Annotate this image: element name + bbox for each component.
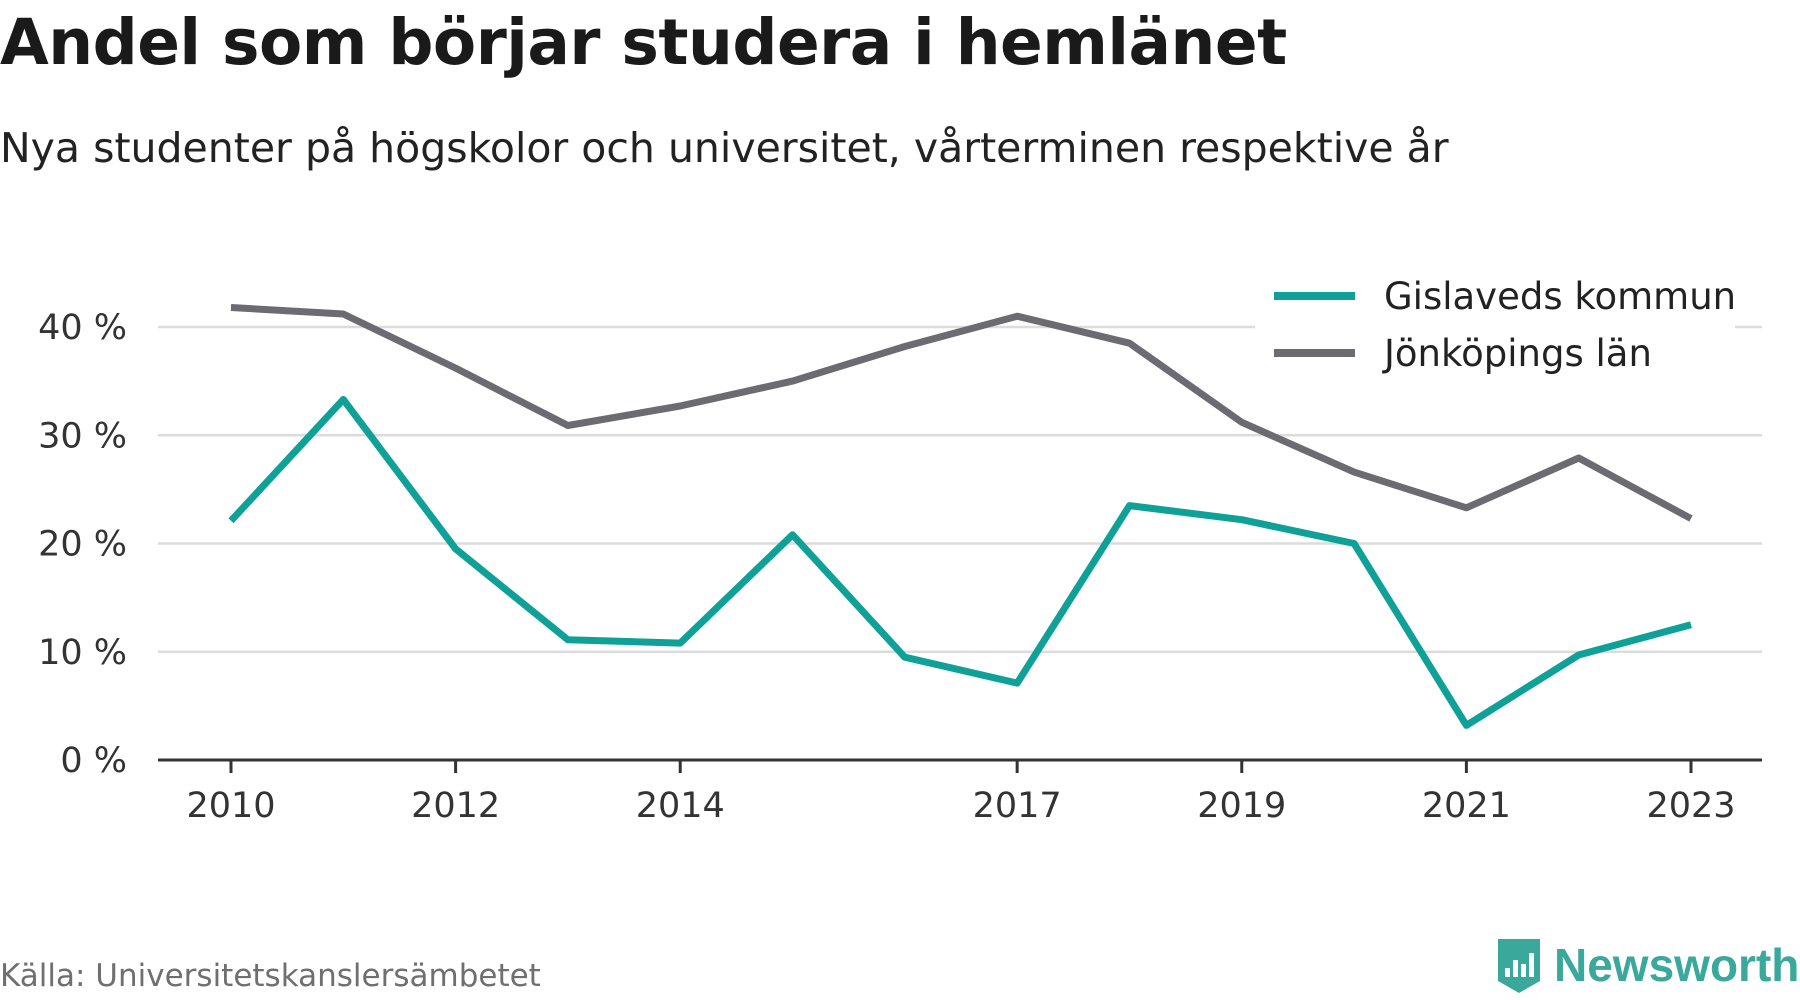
x-axis: 2010 2012 2014 2017 2019 2021 2023 (158, 758, 1762, 826)
series-line (228, 396, 1692, 729)
chart-subtitle: Nya studenter på högskolor och universit… (0, 124, 1449, 172)
x-tick-label: 2021 (1422, 786, 1511, 826)
newsworthy-logo-icon (1498, 939, 1540, 993)
y-tick-label: 10 % (38, 633, 127, 673)
x-tick-label: 2019 (1197, 786, 1286, 826)
y-axis-labels: 0 % 10 % 20 % 30 % 40 % (38, 308, 127, 781)
legend-background (1255, 262, 1735, 382)
legend-label: Jönköpings län (1382, 332, 1652, 375)
legend: Gislaveds kommun Jönköpings län (1255, 262, 1736, 382)
x-tick-label: 2012 (411, 786, 500, 826)
series-lines (228, 304, 1693, 729)
y-tick-label: 30 % (38, 416, 127, 456)
x-tick-label: 2014 (636, 786, 725, 826)
chart-title: Andel som börjar studera i hemlänet (0, 6, 1287, 79)
line-chart: 0 % 10 % 20 % 30 % 40 % 2010 2012 2014 2017 2019… (38, 262, 1762, 826)
x-tick-label: 2023 (1646, 786, 1735, 826)
brand-name: Newsworthy (1554, 939, 1800, 991)
y-tick-label: 20 % (38, 525, 127, 565)
x-tick-label: 2017 (973, 786, 1062, 826)
series-line (230, 304, 1693, 522)
legend-label: Gislaveds kommun (1384, 275, 1736, 318)
brand-logo: Newsworthy (1494, 935, 1800, 995)
y-tick-label: 40 % (38, 308, 127, 348)
x-tick-label: 2010 (186, 786, 275, 826)
source-note: Källa: Universitetskanslersämbetet (0, 958, 541, 994)
y-tick-label: 0 % (60, 741, 127, 781)
